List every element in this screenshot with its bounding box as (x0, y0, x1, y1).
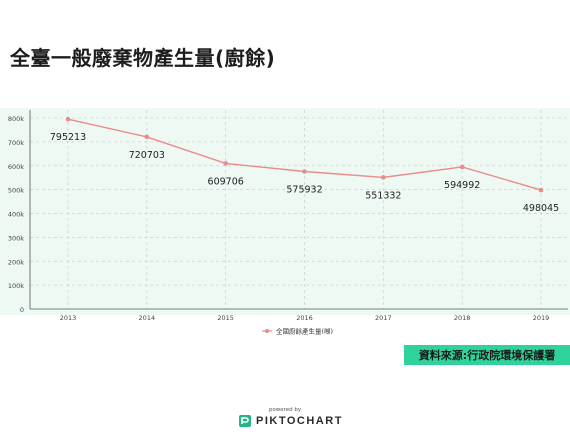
y-tick-label: 200k (8, 258, 24, 266)
powered-by-text: powered by (268, 407, 302, 413)
data-label: 551332 (365, 190, 401, 201)
y-tick-label: 800k (8, 115, 24, 123)
data-label: 575932 (286, 184, 322, 195)
data-point (459, 164, 465, 170)
page-title: 全臺一般廢棄物產生量(廚餘) (10, 46, 276, 70)
y-tick-label: 0 (20, 306, 24, 314)
data-label: 720703 (129, 150, 165, 161)
data-label: 795213 (50, 132, 86, 143)
y-tick-label: 500k (8, 187, 24, 195)
piktochart-logo-icon (239, 415, 251, 427)
data-point (538, 187, 544, 193)
x-tick-label: 2013 (60, 314, 77, 322)
data-point (381, 175, 386, 180)
data-point (65, 116, 71, 122)
chart-background (0, 108, 570, 315)
legend-label: 全國廚餘產生量(噸) (276, 327, 333, 336)
data-point (223, 161, 228, 166)
y-tick-label: 600k (8, 163, 24, 171)
x-tick-label: 2014 (139, 314, 156, 322)
x-tick-label: 2019 (533, 314, 550, 322)
data-label: 498045 (523, 203, 559, 214)
piktochart-brand-name: PIKTOCHART (256, 415, 343, 427)
y-tick-label: 100k (8, 282, 24, 290)
legend-marker (265, 329, 269, 333)
y-tick-label: 300k (8, 234, 24, 242)
x-tick-label: 2015 (217, 314, 234, 322)
x-tick-label: 2018 (454, 314, 471, 322)
piktochart-brand[interactable]: PIKTOCHART (239, 414, 343, 428)
x-tick-label: 2017 (375, 314, 392, 322)
data-point (144, 134, 150, 140)
source-label: 資料來源:行政院環境保護署 (404, 345, 570, 365)
data-label: 594992 (444, 180, 480, 191)
y-tick-label: 400k (8, 211, 24, 219)
data-label: 609706 (208, 176, 244, 187)
data-point (302, 169, 307, 174)
y-tick-label: 700k (8, 139, 24, 147)
x-tick-label: 2016 (296, 314, 313, 322)
